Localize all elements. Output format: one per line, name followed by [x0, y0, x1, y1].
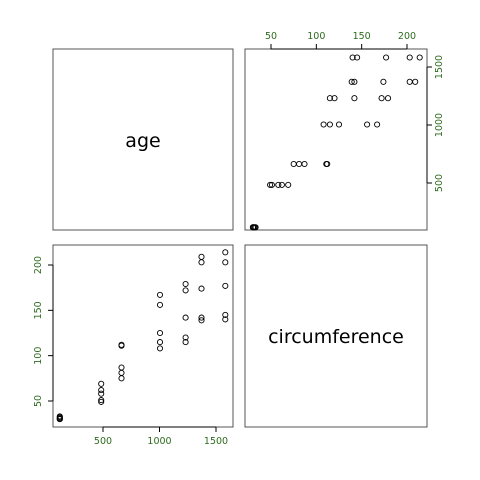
left-axis-tick-label: 50: [33, 395, 44, 407]
data-point: [406, 78, 413, 85]
data-point: [182, 334, 189, 341]
data-point: [198, 253, 205, 260]
data-point: [118, 341, 125, 348]
bottom-axis-tick-label: 500: [94, 436, 112, 447]
panel-scatter-circumference-vs-age: [244, 48, 428, 231]
data-point: [118, 375, 125, 382]
data-point: [348, 78, 355, 85]
left-axis-tick-label: 150: [33, 301, 44, 319]
data-point: [156, 301, 164, 308]
data-point: [351, 78, 358, 85]
panel-scatter-age-vs-circumference: [52, 244, 234, 428]
data-point: [301, 160, 308, 168]
data-point: [198, 285, 205, 292]
data-point: [182, 280, 189, 288]
data-point: [118, 364, 125, 371]
data-point: [198, 317, 205, 324]
data-point: [56, 415, 63, 422]
data-point: [285, 181, 292, 188]
data-point: [118, 369, 125, 376]
data-point: [98, 387, 105, 394]
data-point: [416, 54, 423, 61]
bottom-axis-tick-label: 1500: [204, 436, 228, 447]
data-point: [250, 224, 257, 231]
data-point: [406, 54, 413, 61]
data-point: [383, 54, 390, 61]
data-point: [182, 287, 189, 294]
data-point: [296, 160, 303, 168]
variable-label-circumference: circumference: [268, 326, 404, 348]
data-point: [364, 121, 371, 128]
top-axis-tick-label: 200: [398, 31, 416, 42]
left-axis-tick-label: 200: [33, 256, 44, 274]
top-axis-tick-label: 50: [265, 31, 277, 42]
points-age-vs-circumference: [56, 249, 229, 423]
data-point: [380, 78, 387, 85]
left-axis-ticks: 50 100 150 200: [33, 256, 53, 407]
data-point: [349, 54, 356, 61]
data-point: [326, 95, 333, 102]
data-point: [320, 121, 327, 128]
data-point: [222, 316, 229, 323]
right-axis-ticks: 500 1000 1500: [427, 55, 445, 192]
bottom-axis-tick-label: 1000: [147, 436, 171, 447]
data-point: [182, 339, 189, 346]
right-axis-tick-label: 1000: [434, 113, 445, 137]
panel-circumference-label: [244, 244, 428, 428]
data-point: [222, 282, 229, 289]
data-point: [412, 78, 419, 85]
panel-age-label: [52, 48, 234, 231]
right-axis-tick-label: 500: [434, 174, 445, 192]
left-axis-tick-label: 100: [33, 347, 44, 365]
data-point: [222, 311, 229, 318]
data-point: [198, 259, 205, 266]
data-point: [267, 181, 274, 188]
data-point: [156, 345, 164, 352]
data-point: [351, 95, 358, 102]
data-point: [156, 329, 164, 337]
data-point: [278, 181, 285, 188]
data-point: [198, 314, 205, 321]
data-point: [182, 314, 189, 321]
top-axis-tick-label: 150: [353, 31, 371, 42]
data-point: [156, 291, 164, 298]
data-point: [268, 181, 275, 188]
top-axis-tick-label: 100: [307, 31, 325, 42]
data-point: [222, 259, 229, 266]
data-point: [98, 398, 105, 405]
data-point: [335, 121, 343, 128]
data-point: [222, 249, 229, 256]
data-point: [374, 121, 381, 128]
variable-label-age: age: [125, 130, 160, 152]
data-point: [98, 390, 105, 397]
data-point: [290, 160, 297, 168]
points-circumference-vs-age: [249, 54, 423, 231]
data-point: [354, 54, 361, 61]
data-point: [378, 95, 385, 102]
data-point: [98, 397, 105, 404]
right-axis-tick-label: 1500: [434, 55, 445, 79]
data-point: [275, 181, 282, 188]
data-point: [326, 121, 333, 128]
data-point: [331, 95, 338, 102]
bottom-axis-ticks: 500 1000 1500: [94, 427, 228, 447]
data-point: [324, 160, 331, 168]
top-axis-ticks: 50 100 150 200: [265, 31, 416, 49]
data-point: [98, 380, 105, 387]
data-point: [156, 339, 164, 346]
data-point: [384, 95, 392, 102]
